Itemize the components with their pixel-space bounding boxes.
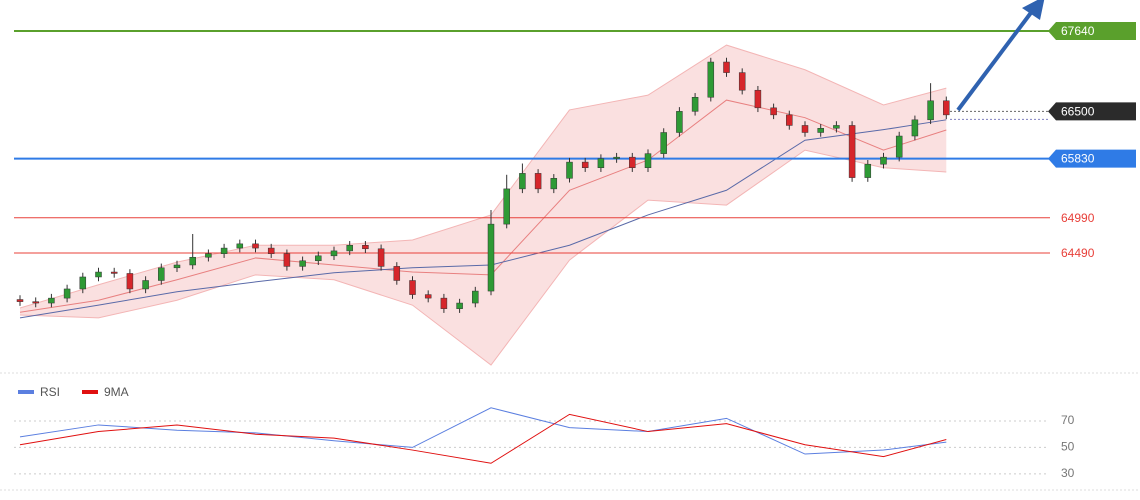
candle-body (597, 158, 605, 168)
level-label-box (1048, 22, 1136, 41)
candle-body (330, 250, 338, 257)
rsi-tick-label: 30 (1061, 466, 1075, 480)
candle-body (550, 178, 558, 190)
candle-body (691, 97, 699, 112)
candle-body (48, 297, 55, 304)
candle-body (299, 260, 306, 267)
candle-body (79, 276, 87, 290)
rsi-tick-label: 70 (1061, 413, 1075, 427)
candle-body (158, 267, 165, 281)
candle-body (676, 111, 683, 133)
candle-body (346, 245, 353, 252)
candle-body (754, 89, 762, 109)
candle-body (848, 125, 856, 178)
rsi-line (19, 413, 947, 464)
candle-body (424, 294, 432, 299)
candle-body (644, 153, 652, 168)
level-label: 67640 (1061, 24, 1095, 38)
candle-body (236, 243, 244, 249)
candle-body (943, 100, 950, 116)
candle-body (126, 273, 134, 290)
candle-body (927, 100, 934, 121)
candle-body (519, 173, 526, 190)
candle-body (456, 302, 463, 309)
candle-body (173, 264, 181, 269)
candle-body (629, 156, 636, 168)
trend-arrow (956, 0, 1045, 112)
candle-body (32, 301, 39, 304)
candle-body (895, 135, 903, 158)
rsi-line (19, 407, 947, 455)
candle-body (472, 290, 479, 304)
candle-body (440, 297, 448, 309)
legend-swatch (82, 390, 98, 394)
candle-body (801, 125, 809, 133)
level-label-box (1048, 149, 1136, 168)
bollinger-band (20, 45, 947, 366)
candle-body (864, 163, 872, 178)
candle-body (581, 161, 589, 168)
candle-body (393, 266, 401, 281)
candle-body (880, 156, 887, 165)
candle-body (315, 255, 322, 262)
candle-body (267, 247, 275, 254)
rsi-tick-label: 50 (1061, 440, 1075, 454)
candle-body (189, 256, 196, 266)
candle-body (911, 119, 919, 137)
candle-body (738, 72, 746, 91)
band-lower (19, 149, 947, 366)
candle-body (362, 245, 369, 250)
candle-body (110, 271, 118, 274)
candle-body (770, 107, 777, 116)
candle-body (377, 248, 385, 267)
legend-label: 9MA (104, 385, 129, 399)
level-label: 64990 (1061, 211, 1095, 225)
candle-body (487, 223, 495, 292)
candle-body (409, 280, 416, 295)
candle-body (95, 271, 102, 278)
candle-body (723, 61, 730, 73)
candle-body (205, 253, 212, 258)
candle-body (833, 125, 840, 129)
candle-body (503, 188, 510, 225)
legend-swatch (18, 390, 34, 394)
candle-body (252, 243, 259, 249)
level-label: 65830 (1061, 152, 1095, 166)
candle-body (142, 280, 149, 290)
legend-label: RSI (40, 385, 60, 399)
current-price-box (1048, 102, 1136, 121)
candle-body (786, 114, 793, 126)
candle-body (817, 128, 824, 133)
candle-body (16, 299, 24, 302)
current-price-label: 66500 (1061, 105, 1095, 119)
level-label: 64490 (1061, 246, 1095, 260)
candle-body (613, 156, 620, 159)
candle-body (707, 61, 715, 98)
candle-body (220, 247, 228, 254)
candle-body (534, 173, 542, 190)
candle-body (566, 161, 573, 179)
candle-body (283, 253, 291, 267)
candle-body (660, 132, 667, 154)
candle-body (63, 288, 71, 299)
